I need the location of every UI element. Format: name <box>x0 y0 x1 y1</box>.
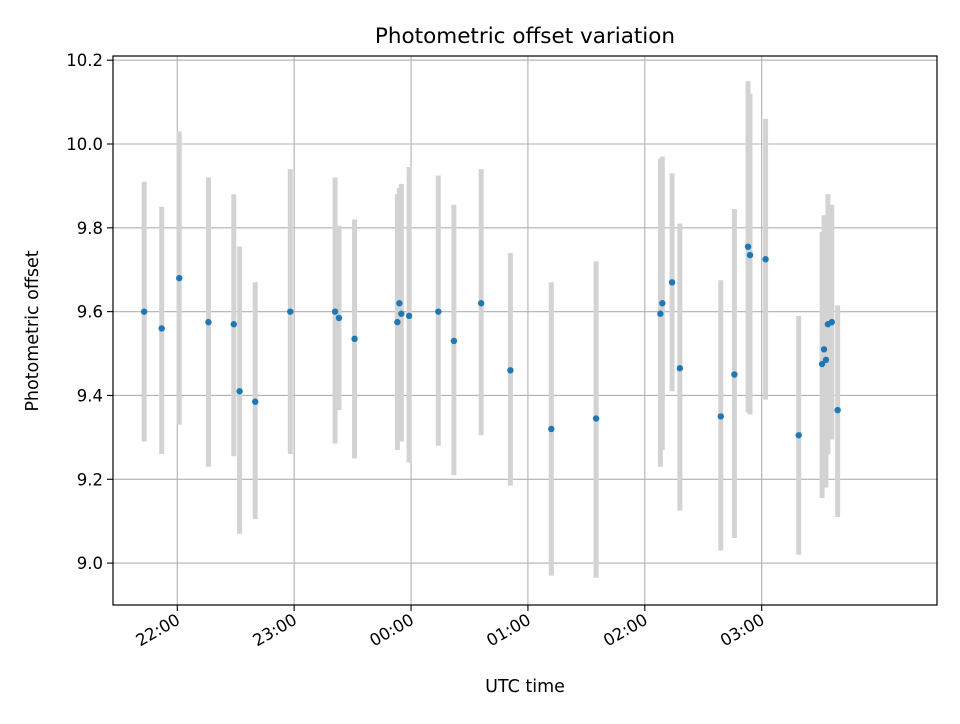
data-point <box>676 365 684 372</box>
data-point <box>820 346 828 353</box>
data-point <box>140 308 148 315</box>
data-point <box>252 398 259 405</box>
y-tick-label: 9.4 <box>77 386 103 405</box>
data-point <box>230 321 237 328</box>
x-axis-label: UTC time <box>485 677 565 697</box>
data-point <box>398 310 405 317</box>
y-tick-label: 9.8 <box>77 219 103 238</box>
y-tick-label: 9.6 <box>77 303 103 322</box>
data-point <box>657 310 664 317</box>
data-point <box>176 274 183 282</box>
data-point <box>795 432 802 439</box>
data-point <box>450 337 458 345</box>
axes-frame <box>112 55 938 606</box>
data-point <box>236 388 243 395</box>
data-point <box>834 406 841 414</box>
y-tick-label: 9.2 <box>77 470 103 489</box>
data-point <box>548 425 555 433</box>
y-tick-label: 10.0 <box>66 135 103 154</box>
chart-title: Photometric offset variation <box>375 24 675 49</box>
data-point <box>351 335 358 343</box>
data-point <box>731 371 738 378</box>
data-point <box>477 300 485 307</box>
data-point <box>668 279 676 286</box>
data-point <box>717 413 724 420</box>
y-tick-label: 10.2 <box>66 51 103 70</box>
y-axis-label: Photometric offset <box>23 250 43 411</box>
data-point <box>744 243 752 250</box>
data-point <box>828 318 836 326</box>
data-point <box>435 308 442 315</box>
data-point <box>405 312 413 320</box>
data-point <box>396 300 403 307</box>
data-point <box>818 360 826 368</box>
data-point <box>659 300 666 307</box>
data-point <box>335 314 343 322</box>
data-point <box>205 318 212 326</box>
data-point <box>394 318 401 326</box>
data-point <box>507 367 514 374</box>
data-point <box>592 415 600 422</box>
data-point <box>822 356 830 364</box>
data-point <box>158 325 165 332</box>
data-point <box>746 251 754 259</box>
data-point <box>287 308 294 315</box>
data-point <box>331 308 339 315</box>
y-tick-label: 9.0 <box>77 554 103 573</box>
data-point <box>762 256 769 263</box>
